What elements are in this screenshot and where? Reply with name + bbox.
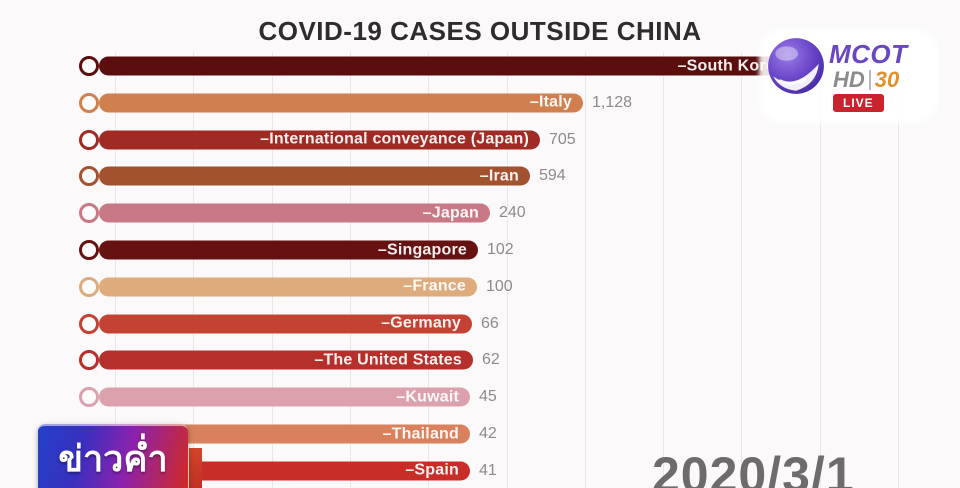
bar-row-japan: –Japan 240 [0,201,960,225]
bar-row-kuwait: –Kuwait 45 [0,385,960,409]
bar-row-germany: –Germany 66 [0,312,960,336]
bar-start-circle [79,240,99,260]
bar-country-label: –Spain [405,461,459,479]
gridline [663,52,664,488]
bar-value: 240 [499,204,526,222]
bar: –Thailand [99,424,470,444]
bar-row-iran: –Iran 594 [0,164,960,188]
bar-start-circle [79,56,99,76]
channel-number: 30 [874,67,900,92]
gridline [115,52,116,488]
bar: –Kuwait [99,387,470,407]
bar: –France [99,277,477,297]
hd-label: HD [833,67,865,92]
bar-start-circle [79,166,99,187]
bar-value: 1,128 [592,93,633,111]
gridline [507,52,508,488]
hd-30-row: HD 30 [833,67,899,93]
bar: –International conveyance (Japan) [99,130,540,150]
bar-country-label: –Japan [422,204,479,222]
chart-title: COVID-19 CASES OUTSIDE CHINA [258,16,702,46]
live-badge: LIVE [833,94,884,112]
channel-logo-mcot: MCOT HD 30 LIVE [759,29,939,123]
bar-country-label: –Germany [381,314,461,332]
bar: –South Korea [99,56,795,76]
mcot-wordmark: MCOT [829,39,908,69]
bar: –Japan [99,203,490,223]
bar-value: 100 [486,277,513,295]
bar-country-label: –Singapore [377,241,467,258]
gridline [272,52,273,488]
bar-value: 41 [479,461,497,479]
bar-value: 594 [539,167,566,185]
news-program-title: ข่าวค่ำ [58,439,168,480]
gridline [820,52,821,488]
bar-value: 62 [482,351,500,369]
bar-value: 66 [481,314,499,332]
bar-value: 705 [549,130,576,148]
bar-country-label: –The United States [314,351,462,369]
bar-start-circle [79,387,99,408]
gridline [428,52,429,488]
date-label: 2020/3/1 [652,447,855,488]
bar-country-label: –France [403,277,466,295]
bar-start-circle [79,92,99,113]
bar-country-label: –Italy [529,93,572,111]
bar-value: 42 [479,425,497,442]
bar-value: 45 [479,388,497,406]
bar-country-label: –International conveyance (Japan) [260,130,529,148]
bar-start-circle [79,276,99,297]
news-program-badge: ข่าวค่ำ [38,424,188,488]
bar-value: 102 [487,241,514,258]
bar: –The United States [99,350,473,370]
gridline [193,52,194,488]
bar-country-label: –Iran [479,167,519,185]
bar-start-circle [79,203,99,224]
logo-divider [868,70,871,90]
bar-row-france: –France 100 [0,275,960,299]
bar-row-international-conveyance-japan-: –International conveyance (Japan) 705 [0,128,960,152]
bar: –Iran [99,166,530,186]
mcot-globe-icon [768,38,824,94]
bar: –Germany [99,314,472,334]
bar-start-circle [79,313,99,334]
bar-row-south-korea: –South Korea [0,54,960,78]
bar-row-italy: –Italy 1,128 [0,91,960,115]
gridline [898,52,899,488]
bar-start-circle [79,129,99,150]
bar-country-label: –South Korea [677,57,784,74]
bar: –Singapore [99,240,478,260]
bar: –Italy [99,93,583,113]
bar-row-the-united-states: –The United States 62 [0,348,960,372]
banner-stripe-decoration [186,448,202,488]
gridline [350,52,351,488]
bar-country-label: –Kuwait [396,388,459,406]
gridline [741,52,742,488]
bar-row-singapore: –Singapore 102 [0,238,960,262]
gridline [585,52,586,488]
bar-start-circle [79,350,99,371]
bar-country-label: –Thailand [382,425,459,442]
